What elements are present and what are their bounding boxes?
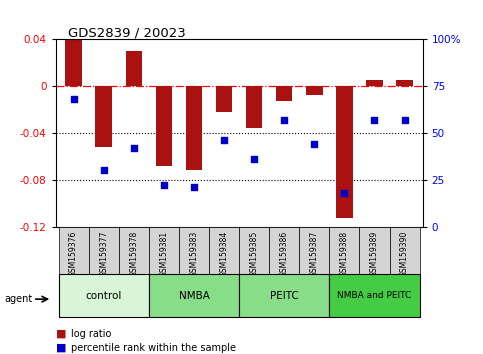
Bar bbox=[276, 86, 293, 101]
Text: log ratio: log ratio bbox=[71, 329, 112, 338]
Point bbox=[370, 117, 378, 122]
Bar bbox=[65, 39, 82, 86]
Bar bbox=[119, 227, 149, 274]
Bar bbox=[89, 227, 119, 274]
Bar bbox=[329, 227, 359, 274]
Text: GSM159386: GSM159386 bbox=[280, 230, 289, 276]
Point bbox=[401, 117, 409, 122]
Point bbox=[130, 145, 138, 150]
Bar bbox=[359, 227, 389, 274]
Point bbox=[160, 182, 168, 188]
Bar bbox=[179, 227, 209, 274]
Text: agent: agent bbox=[5, 294, 33, 304]
Bar bbox=[329, 274, 420, 317]
Text: GSM159381: GSM159381 bbox=[159, 230, 169, 276]
Bar bbox=[246, 86, 262, 128]
Text: NMBA and PEITC: NMBA and PEITC bbox=[337, 291, 412, 300]
Bar bbox=[389, 227, 420, 274]
Bar bbox=[58, 227, 89, 274]
Text: GSM159383: GSM159383 bbox=[189, 230, 199, 276]
Bar bbox=[239, 227, 269, 274]
Bar bbox=[209, 227, 239, 274]
Text: GSM159389: GSM159389 bbox=[370, 230, 379, 276]
Text: GDS2839 / 20023: GDS2839 / 20023 bbox=[68, 27, 185, 40]
Bar bbox=[306, 86, 323, 95]
Bar bbox=[299, 227, 329, 274]
Point bbox=[280, 117, 288, 122]
Bar bbox=[366, 80, 383, 86]
Text: GSM159376: GSM159376 bbox=[69, 230, 78, 277]
Text: PEITC: PEITC bbox=[270, 291, 298, 301]
Point bbox=[341, 190, 348, 196]
Bar bbox=[269, 227, 299, 274]
Bar bbox=[185, 86, 202, 170]
Text: GSM159377: GSM159377 bbox=[99, 230, 108, 277]
Text: percentile rank within the sample: percentile rank within the sample bbox=[71, 343, 237, 353]
Point bbox=[250, 156, 258, 162]
Point bbox=[220, 137, 228, 143]
Bar bbox=[336, 86, 353, 218]
Text: ■: ■ bbox=[56, 343, 66, 353]
Bar bbox=[96, 86, 112, 147]
Text: GSM159378: GSM159378 bbox=[129, 230, 138, 276]
Point bbox=[311, 141, 318, 147]
Text: GSM159390: GSM159390 bbox=[400, 230, 409, 277]
Bar bbox=[126, 51, 142, 86]
Text: GSM159384: GSM159384 bbox=[220, 230, 228, 276]
Bar bbox=[239, 274, 329, 317]
Point bbox=[70, 96, 77, 102]
Point bbox=[190, 184, 198, 190]
Bar bbox=[149, 227, 179, 274]
Text: GSM159387: GSM159387 bbox=[310, 230, 319, 276]
Bar bbox=[156, 86, 172, 166]
Bar bbox=[216, 86, 232, 112]
Bar bbox=[58, 274, 149, 317]
Text: NMBA: NMBA bbox=[179, 291, 210, 301]
Text: GSM159388: GSM159388 bbox=[340, 230, 349, 276]
Bar bbox=[149, 274, 239, 317]
Text: GSM159385: GSM159385 bbox=[250, 230, 258, 276]
Text: ■: ■ bbox=[56, 329, 66, 338]
Bar bbox=[396, 80, 413, 86]
Text: control: control bbox=[85, 291, 122, 301]
Point bbox=[100, 167, 108, 173]
